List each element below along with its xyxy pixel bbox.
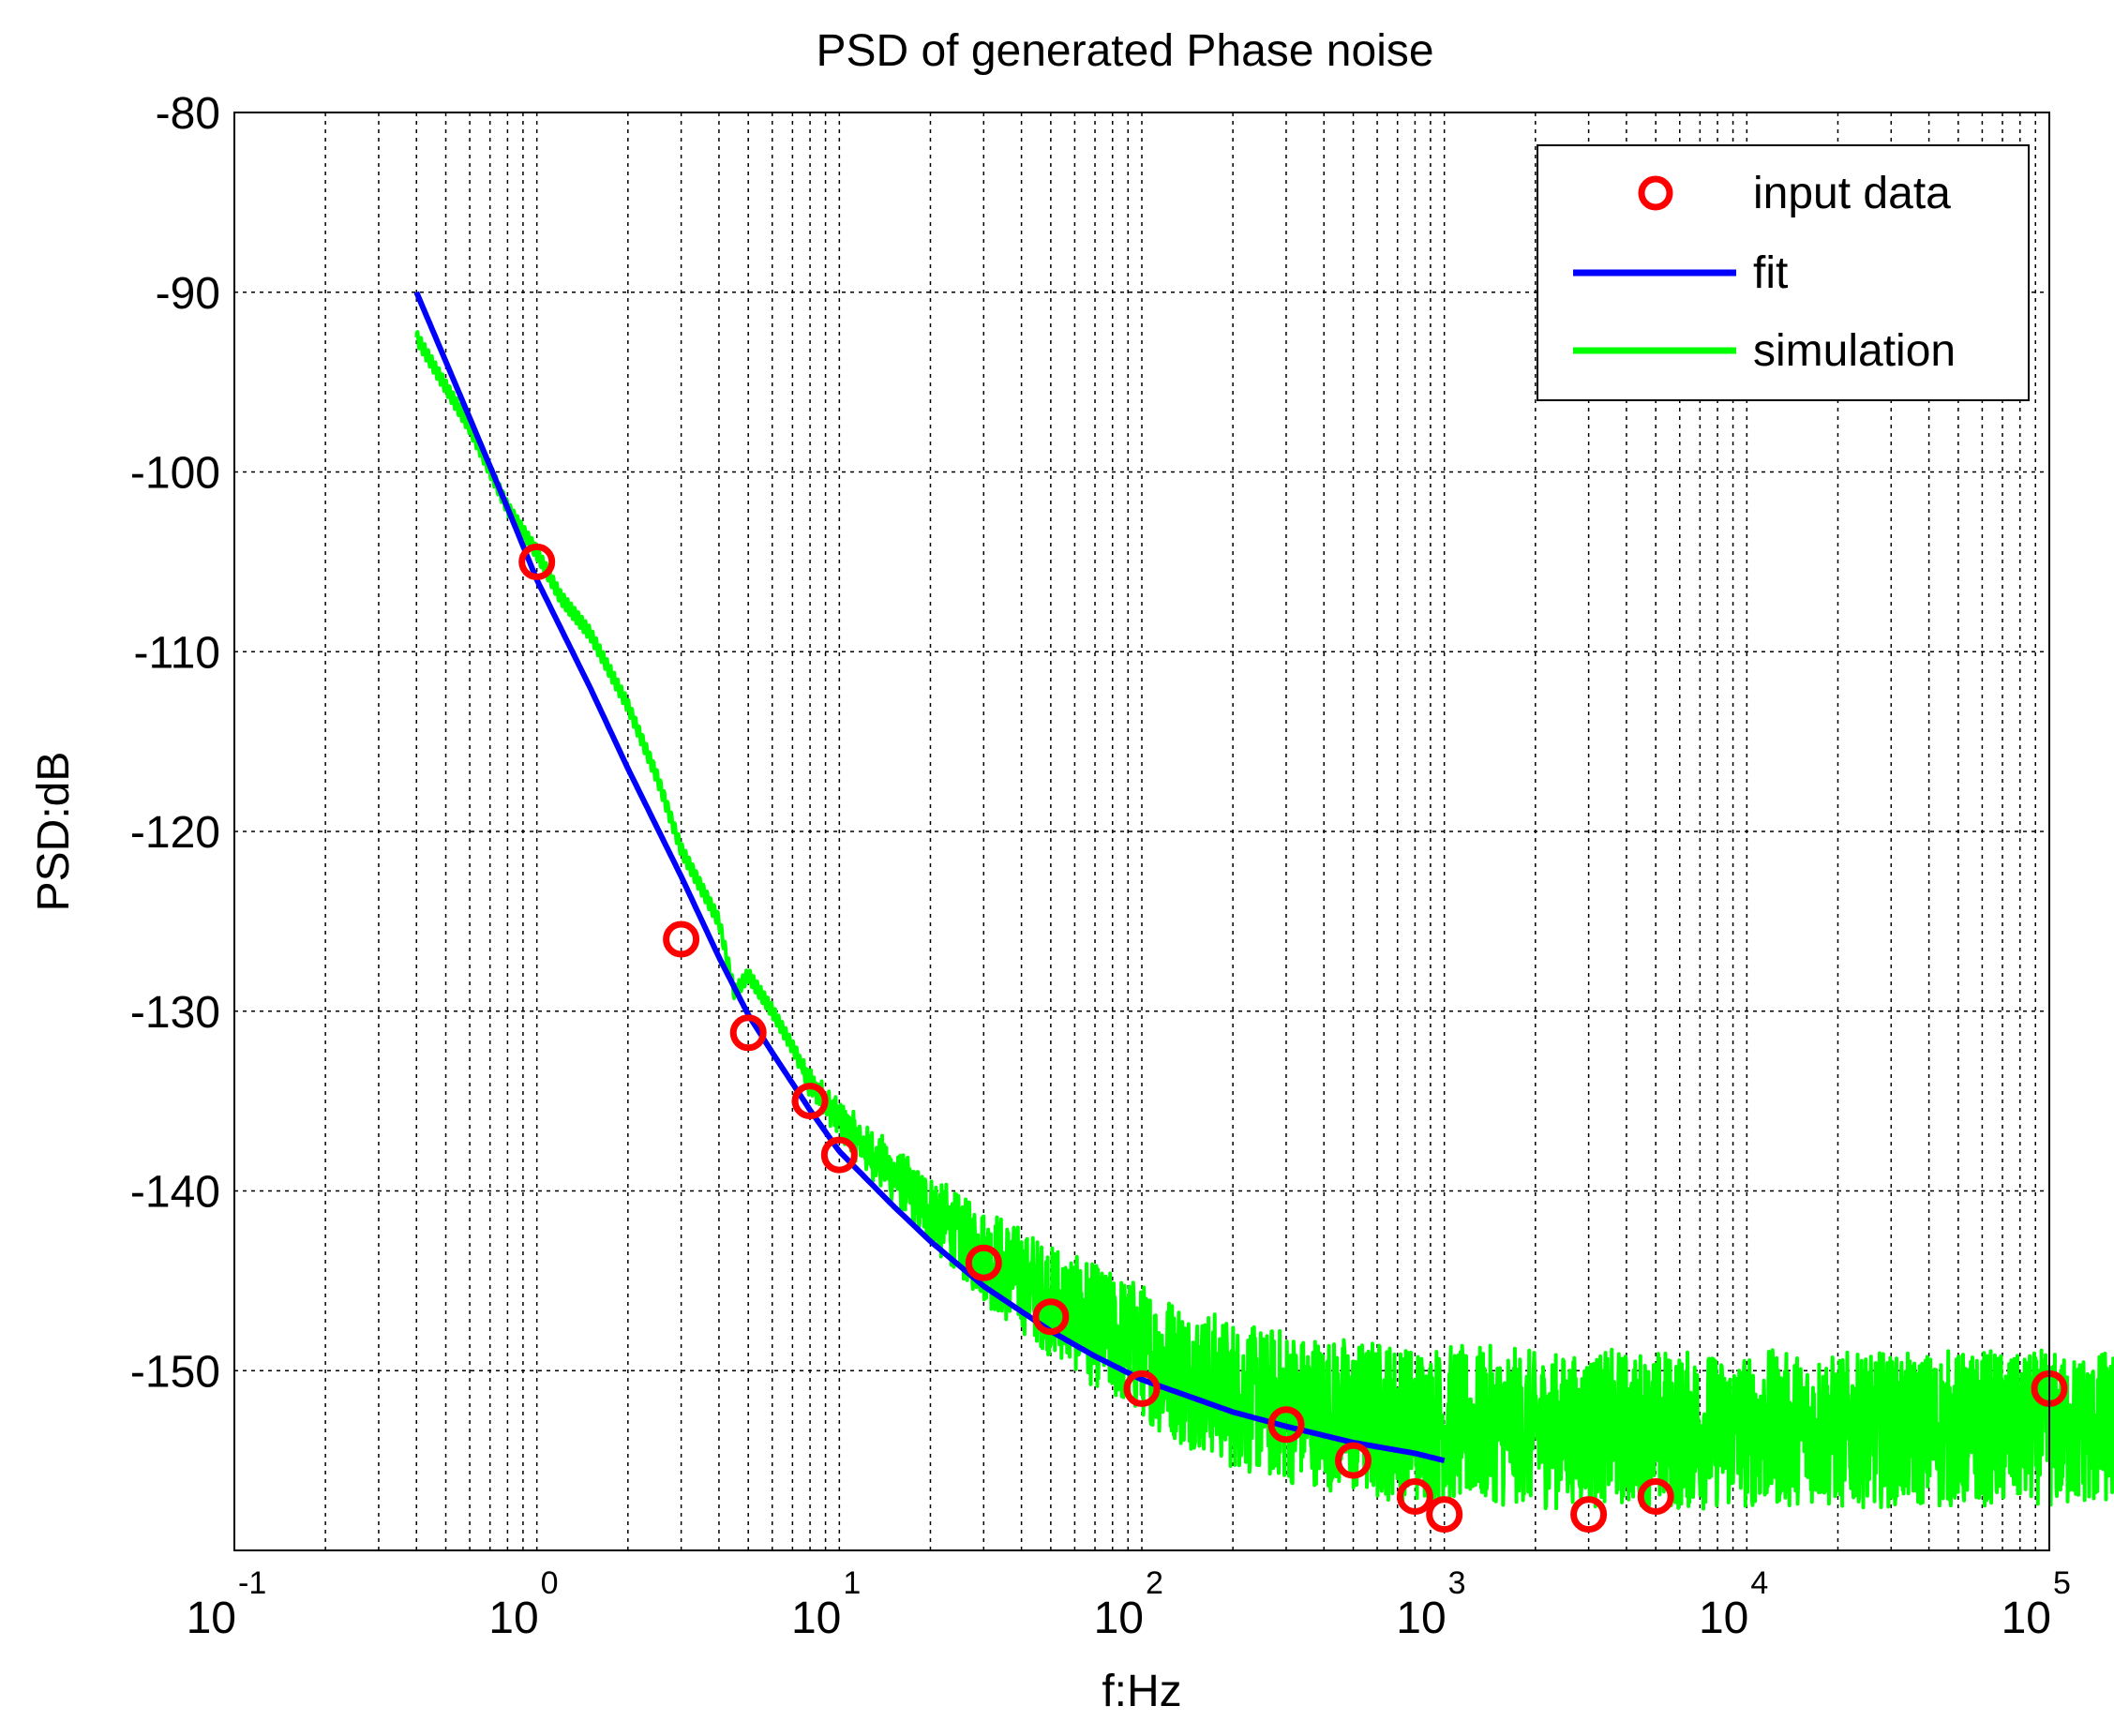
- legend-label-input-data: input data: [1753, 169, 1951, 218]
- x-tick-label: 103: [1396, 1565, 1465, 1643]
- x-tick-label: 102: [1094, 1565, 1163, 1643]
- legend-label-simulation: simulation: [1753, 326, 1956, 376]
- x-tick-label: 104: [1699, 1565, 1768, 1643]
- x-tick-exponent: 3: [1448, 1565, 1466, 1601]
- x-tick-base: 10: [791, 1594, 841, 1643]
- x-tick-base: 10: [1094, 1594, 1144, 1643]
- series-simulation-line: [414, 330, 2114, 1511]
- x-tick-base: 10: [1699, 1594, 1748, 1643]
- x-tick-exponent: 2: [1146, 1565, 1163, 1601]
- series-layer: [413, 291, 2114, 1534]
- x-axis-label: f:Hz: [1102, 1667, 1181, 1716]
- y-axis-label: PSD:dB: [29, 752, 79, 912]
- input-data-point: [820, 1136, 858, 1174]
- input-data-point: [1032, 1298, 1070, 1336]
- input-data-point: [965, 1244, 1002, 1281]
- input-data-point: [663, 920, 700, 958]
- plot-frame: [233, 112, 2050, 1551]
- x-tick-base: 10: [187, 1594, 236, 1643]
- x-tick-exponent: 0: [541, 1565, 559, 1601]
- input-data-point: [1570, 1496, 1608, 1534]
- x-tick-base: 10: [488, 1594, 538, 1643]
- x-tick-label: 101: [791, 1565, 861, 1643]
- y-tick-label: -120: [130, 808, 220, 858]
- input-data-point: [729, 1014, 767, 1052]
- input-data-point: [518, 543, 556, 580]
- y-tick-label: -100: [130, 449, 220, 499]
- y-tick-label: -140: [130, 1168, 220, 1218]
- x-tick-label: 10-1: [187, 1565, 267, 1643]
- x-tick-base: 10: [1396, 1594, 1446, 1643]
- input-data-point: [1123, 1369, 1161, 1407]
- chart-title: PSD of generated Phase noise: [816, 26, 1433, 76]
- input-data-point: [1426, 1496, 1463, 1534]
- x-tick-exponent: 1: [843, 1565, 861, 1601]
- y-tick-label: -150: [130, 1347, 220, 1397]
- legend-marker-input-data: [1638, 175, 1673, 211]
- y-tick-labels: -80 -90 -100 -110 -120 -130 -140 -150: [130, 89, 220, 1397]
- x-tick-base: 10: [2002, 1594, 2051, 1643]
- input-data-point: [1267, 1406, 1305, 1444]
- input-data-point: [1637, 1478, 1674, 1515]
- y-tick-label: -130: [130, 988, 220, 1038]
- input-data-point: [1335, 1442, 1372, 1479]
- x-tick-label: 105: [2002, 1565, 2071, 1643]
- y-tick-label: -90: [156, 269, 220, 319]
- x-tick-exponent: 4: [1750, 1565, 1768, 1601]
- legend: input data fit simulation: [1537, 144, 2030, 401]
- input-data-point: [1396, 1478, 1433, 1515]
- y-tick-label: -110: [133, 628, 220, 678]
- input-data-point: [791, 1083, 829, 1120]
- x-tick-exponent: 5: [2053, 1565, 2071, 1601]
- x-tick-exponent: -1: [238, 1565, 266, 1601]
- x-tick-label: 100: [488, 1565, 558, 1643]
- legend-label-fit: fit: [1753, 248, 1788, 298]
- y-tick-label: -80: [156, 89, 220, 139]
